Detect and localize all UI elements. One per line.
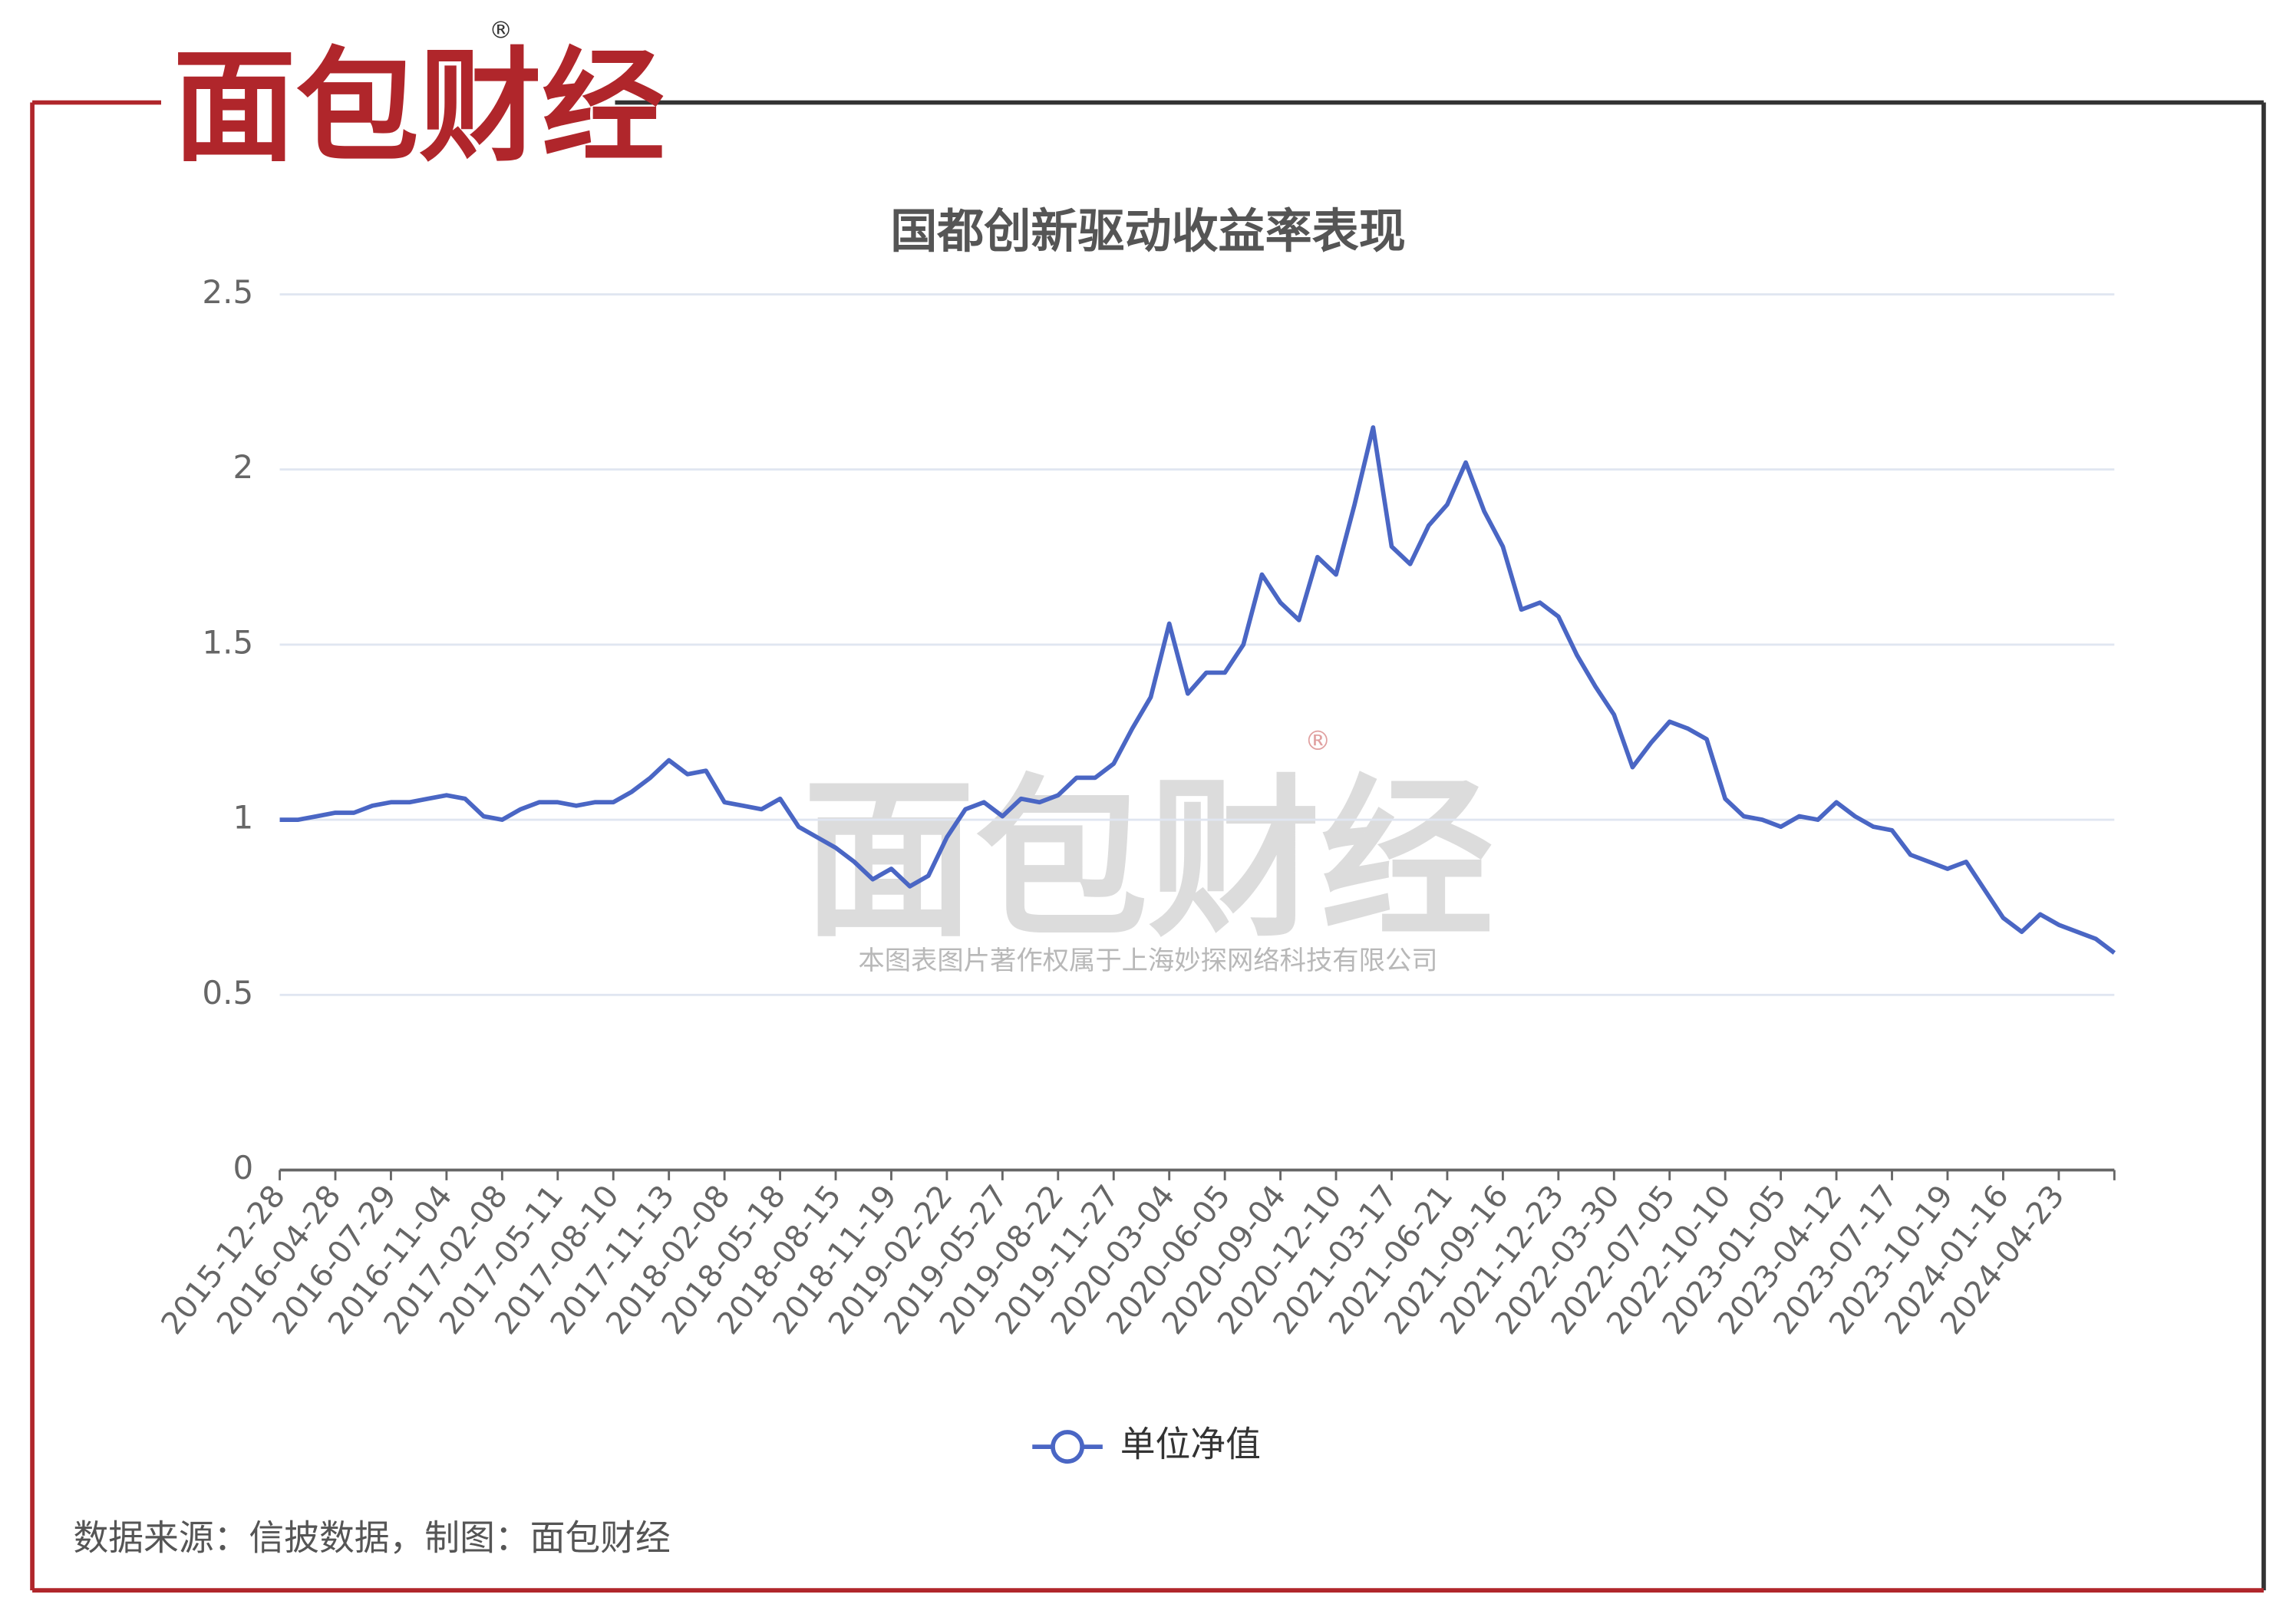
y-tick-label: 1	[233, 799, 253, 837]
y-tick-label: 0.5	[202, 974, 253, 1012]
source-note: 数据来源：信披数据，制图：面包财经	[74, 1517, 671, 1559]
watermark-notice: 本图表图片著作权属于上海妙探网络科技有限公司	[858, 946, 1437, 976]
series-line	[279, 425, 2116, 955]
chart-title: 国都创新驱动收益率表现	[890, 204, 1406, 259]
y-tick-label: 2.5	[202, 273, 253, 311]
watermark-logo: 面包财经	[803, 760, 1494, 961]
brand-logo: 面包财经	[173, 35, 665, 179]
watermark-registered: ®	[1305, 726, 1331, 757]
legend-label: 单位净值	[1120, 1424, 1261, 1465]
y-tick-label: 0	[233, 1149, 253, 1187]
brand-registered: ®	[489, 18, 513, 45]
plot: 00.511.522.52015-12-282016-04-282016-07-…	[155, 273, 2116, 1465]
legend-marker	[1051, 1430, 1085, 1464]
y-tick-label: 1.5	[202, 623, 253, 661]
y-tick-label: 2	[233, 448, 253, 486]
